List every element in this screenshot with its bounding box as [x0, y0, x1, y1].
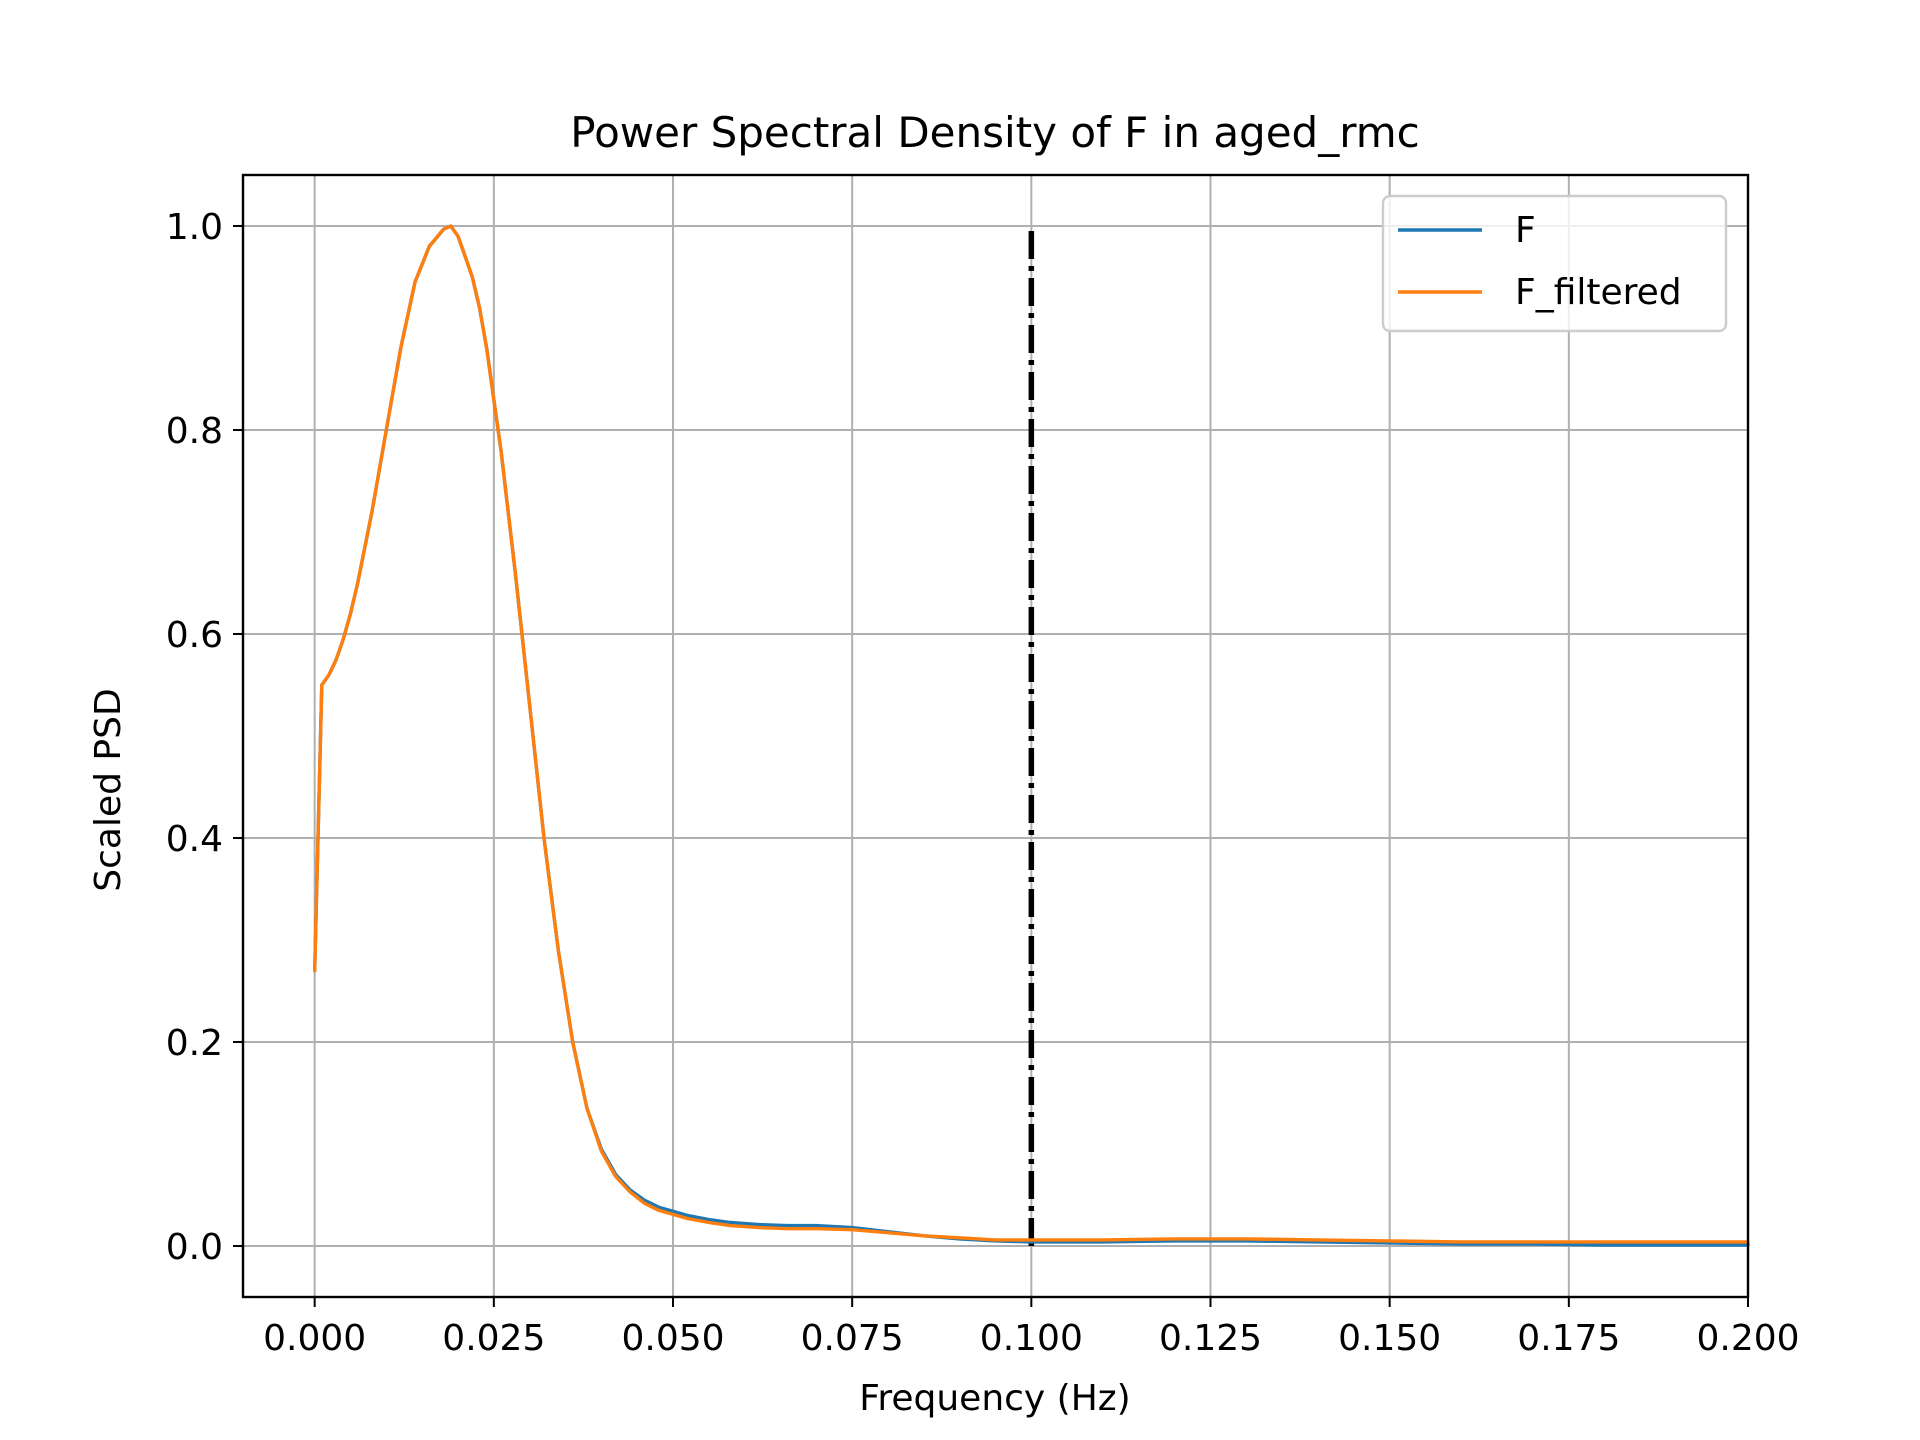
- x-axis-ticks: 0.000 0.025 0.050 0.075 0.100 0.125 0.150 0.175…: [263, 1297, 1800, 1359]
- y-tick-label: 0.4: [166, 819, 223, 860]
- axes-frame: [241, 173, 1750, 1299]
- y-tick-label: 0.0: [166, 1227, 223, 1268]
- x-tick-label: 0.025: [442, 1318, 545, 1359]
- series-lines: [313, 224, 1750, 1247]
- x-tick-label: 0.075: [801, 1318, 904, 1359]
- x-tick-label: 0.050: [621, 1318, 724, 1359]
- x-axis-label: Frequency (Hz): [859, 1378, 1130, 1419]
- y-tick-label: 1.0: [166, 207, 223, 248]
- legend: F F_filtered: [1381, 194, 1728, 333]
- series-line-f-filtered: [313, 224, 1750, 1244]
- x-tick-label: 0.200: [1696, 1318, 1799, 1359]
- chart-title: Power Spectral Density of F in aged_rmc: [570, 108, 1420, 157]
- y-tick-label: 0.8: [166, 411, 223, 452]
- legend-label-f: F: [1515, 210, 1536, 251]
- x-tick-label: 0.100: [980, 1318, 1083, 1359]
- y-axis-ticks: 0.0 0.2 0.4 0.6 0.8 1.0: [166, 207, 243, 1268]
- legend-label-f-filtered: F_filtered: [1515, 272, 1682, 313]
- x-tick-label: 0.150: [1338, 1318, 1441, 1359]
- y-tick-label: 0.2: [166, 1023, 223, 1064]
- x-tick-label: 0.125: [1159, 1318, 1262, 1359]
- x-tick-label: 0.175: [1517, 1318, 1620, 1359]
- x-tick-label: 0.000: [263, 1318, 366, 1359]
- y-axis-label: Scaled PSD: [88, 688, 129, 891]
- y-tick-label: 0.6: [166, 615, 223, 656]
